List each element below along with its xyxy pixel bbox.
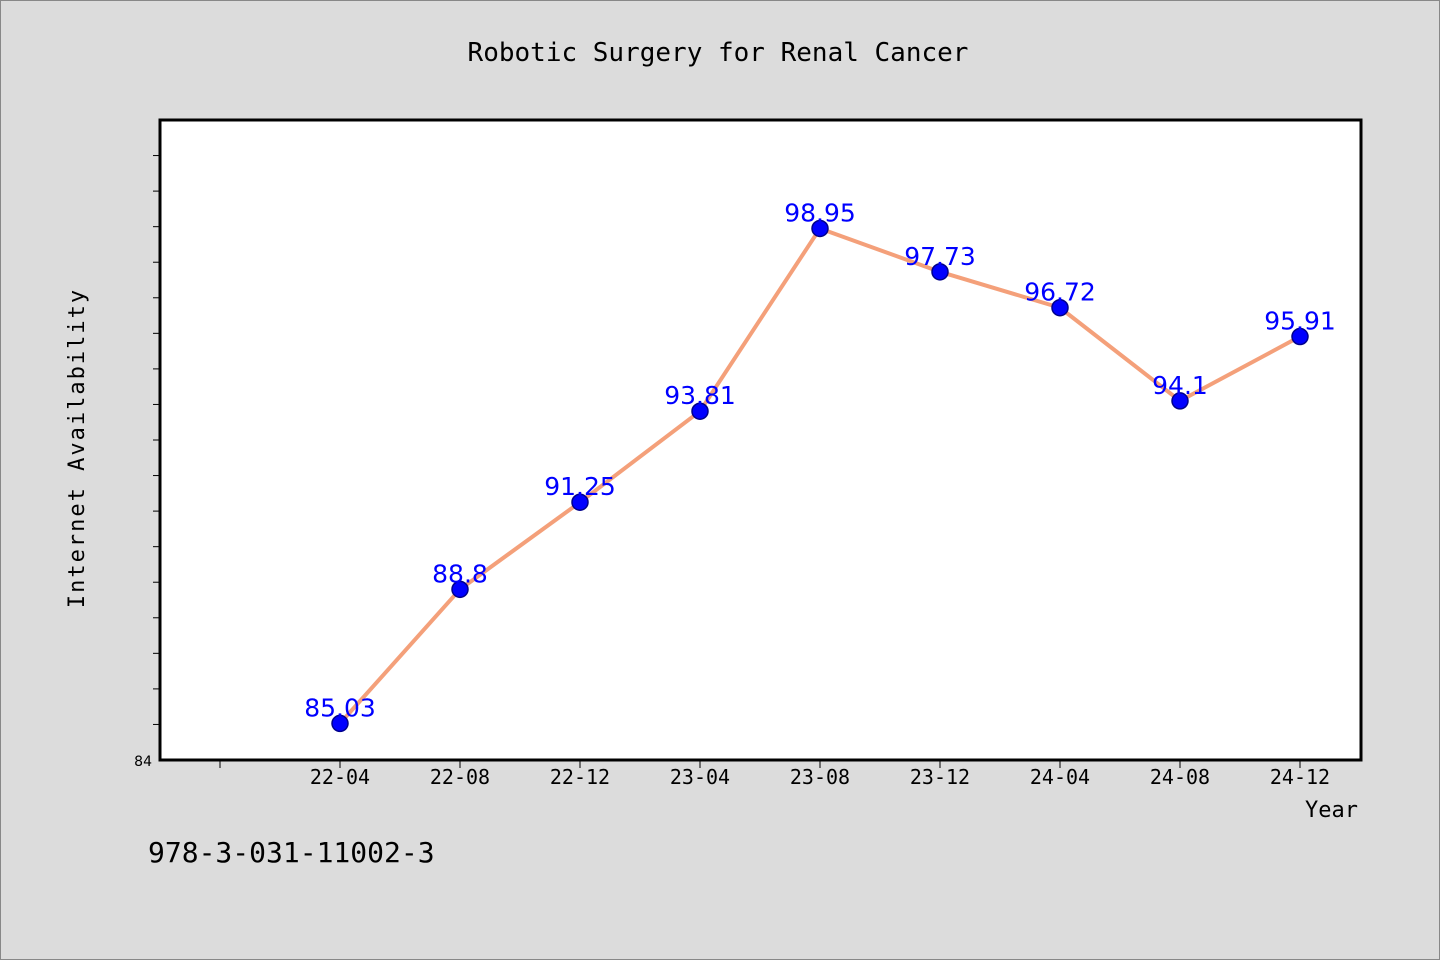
data-label: 95.91	[1264, 307, 1336, 336]
data-point	[691, 402, 709, 420]
data-point	[451, 580, 469, 599]
y-tick-label: 84	[134, 754, 152, 770]
chart-title: Robotic Surgery for Renal Cancer	[468, 38, 969, 68]
data-label: 91.25	[544, 472, 616, 501]
data-label: 94.1	[1152, 371, 1208, 400]
x-tick-label: 24-08	[1150, 765, 1210, 789]
x-tick-label: 22-08	[430, 765, 490, 789]
data-point	[1291, 327, 1309, 346]
data-point	[571, 493, 589, 511]
data-label: 85.03	[304, 693, 376, 722]
data-label: 88.8	[432, 559, 488, 588]
isbn-footer: 978-3-031-11002-3	[148, 836, 435, 869]
data-label: 96.72	[1024, 278, 1096, 307]
data-label: 93.81	[664, 381, 736, 410]
x-tick-label: 23-08	[790, 765, 850, 789]
y-axis-label: Internet Availability	[65, 288, 90, 608]
data-point	[811, 219, 829, 238]
x-tick-label: 24-12	[1270, 765, 1330, 789]
x-tick-label: 22-12	[550, 765, 610, 789]
x-tick-label: 23-12	[910, 765, 970, 789]
x-axis: 22-04 22-08 22-12 23-04 23-08 23-12 24-04 24-08…	[219, 760, 1330, 789]
x-tick-label: 22-04	[310, 765, 370, 789]
data-points	[331, 219, 1309, 733]
data-point	[1171, 392, 1189, 410]
data-point	[931, 263, 949, 281]
x-axis-label: Year	[1305, 798, 1358, 823]
data-label: 97.73	[904, 242, 976, 271]
data-label: 98.95	[784, 198, 856, 227]
data-labels: 85.03 88.8 91.25 93.81 98.95 97.73 96.72 94.1 95…	[304, 198, 1336, 722]
x-tick-label: 24-04	[1030, 765, 1090, 789]
y-axis: 84	[134, 155, 160, 770]
x-tick-label: 23-04	[670, 765, 730, 789]
data-point	[1051, 298, 1069, 317]
data-point	[331, 714, 349, 733]
plot-area	[158, 118, 1363, 762]
